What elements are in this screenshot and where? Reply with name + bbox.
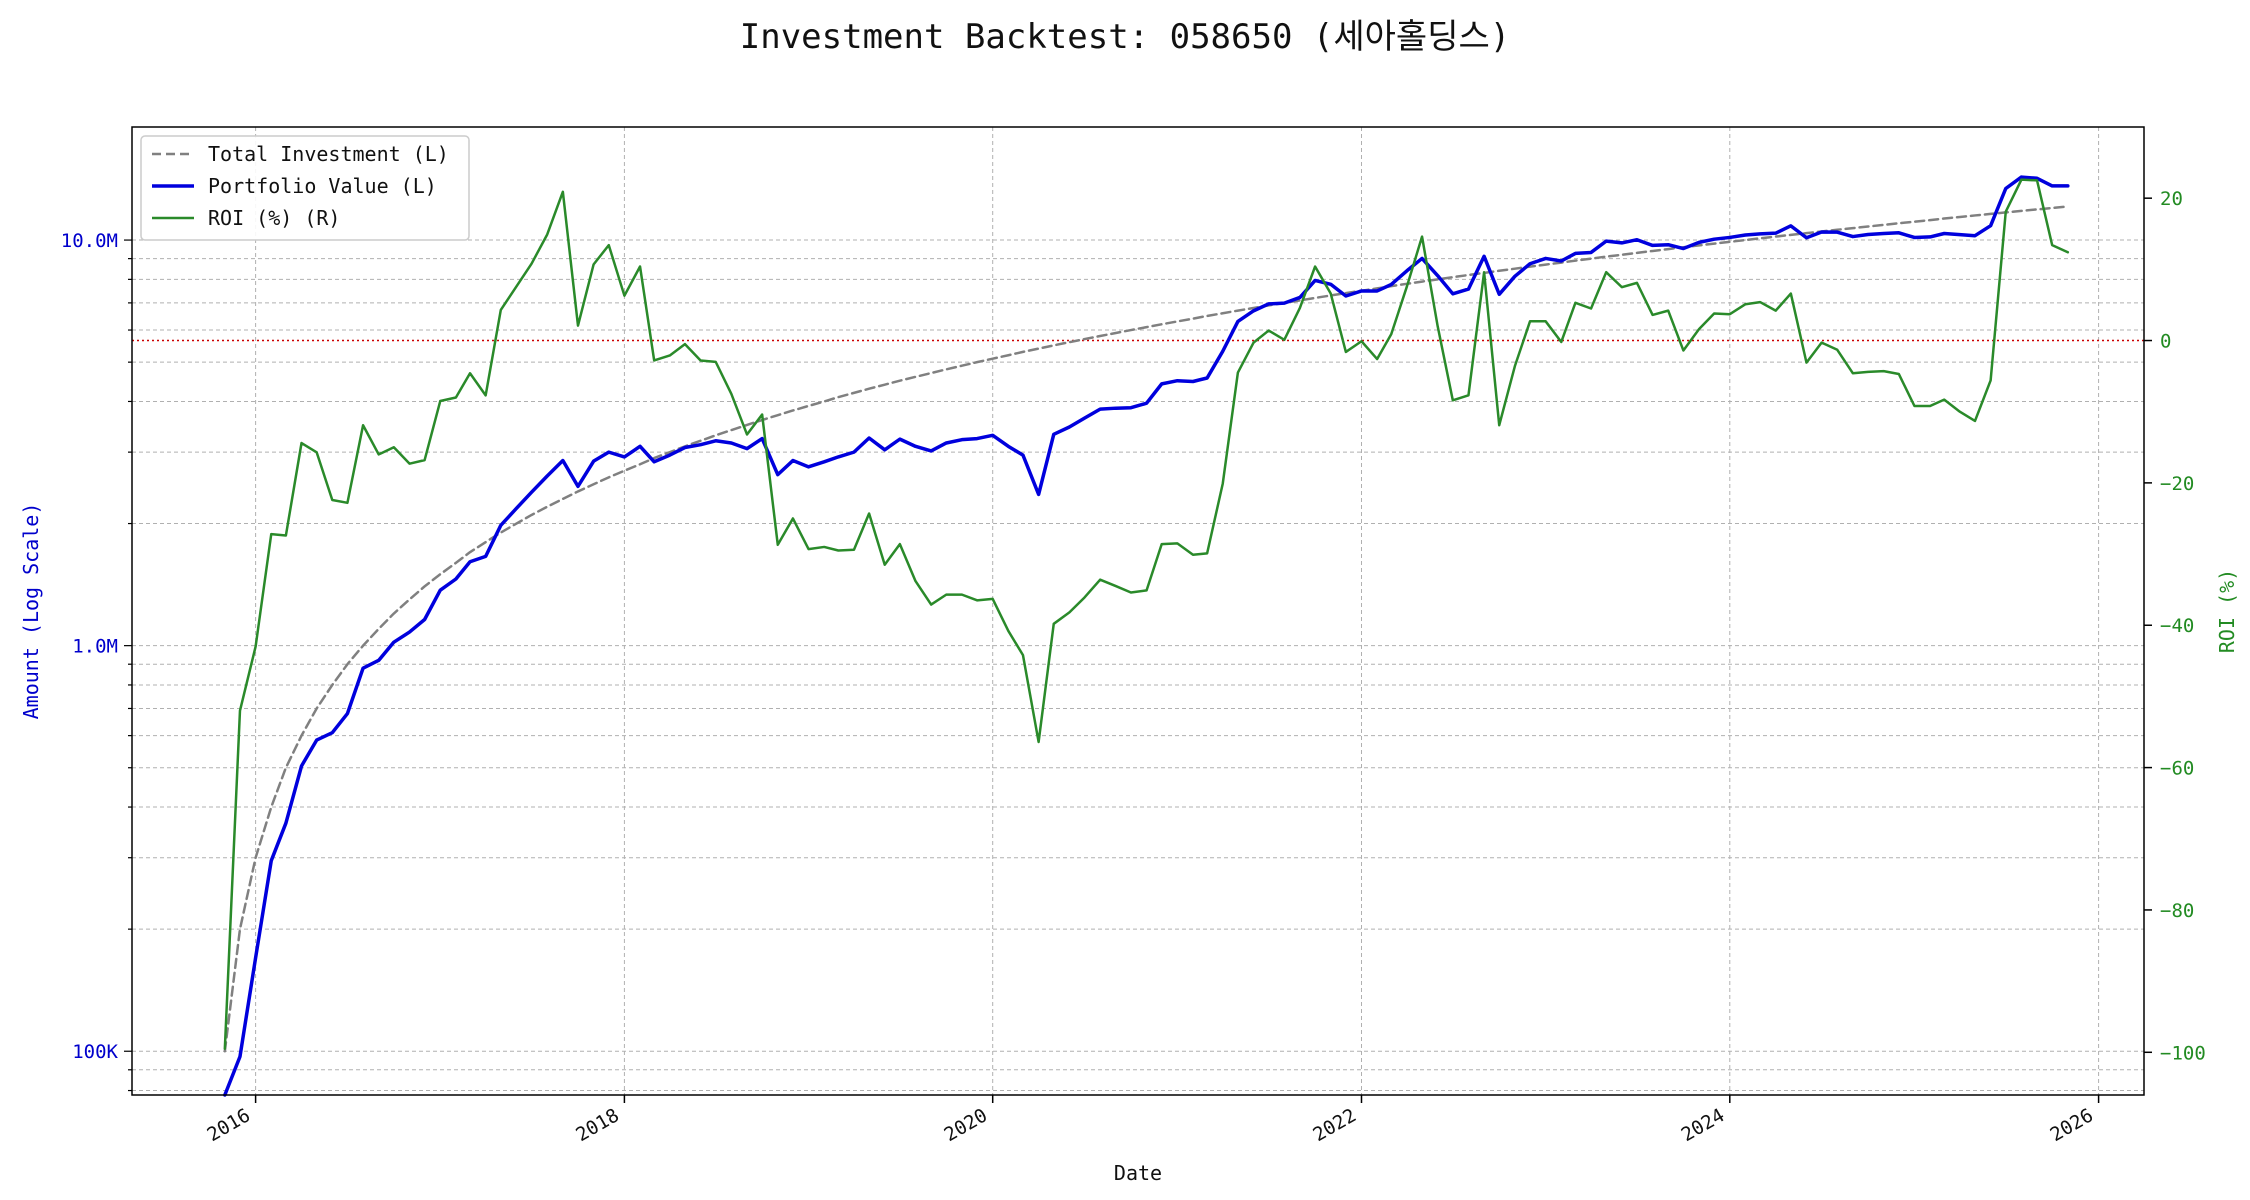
x-tick-label: 2024 (1678, 1104, 1729, 1146)
y-right-tick-label: −80 (2160, 900, 2194, 922)
y-right-tick-label: −20 (2160, 473, 2194, 495)
x-axis-title: Date (1114, 1161, 1162, 1185)
portfolio-value-line (223, 175, 2070, 1097)
legend-label-portfolio: Portfolio Value (L) (208, 174, 437, 198)
roi-line (223, 178, 2070, 1050)
x-tick-label: 2026 (2046, 1104, 2097, 1146)
y-left-tick-label: 10.0M (61, 230, 118, 252)
legend-box (140, 135, 470, 241)
y-right-tick-label: 20 (2160, 188, 2183, 210)
x-tick-label: 2020 (941, 1104, 992, 1146)
y-left-tick-label: 1.0M (72, 636, 118, 658)
plot-frame (131, 126, 2145, 1096)
x-tick-label: 2022 (1309, 1104, 1360, 1146)
series-layer (223, 175, 2070, 1097)
legend-label-investment: Total Investment (L) (208, 142, 449, 166)
y-right-tick-label: −60 (2160, 758, 2194, 780)
y-right-tick-label: −100 (2160, 1042, 2206, 1064)
legend: Total Investment (L) Portfolio Value (L)… (140, 135, 470, 241)
x-tick-label: 2018 (572, 1104, 623, 1146)
x-tick-label: 2016 (203, 1104, 254, 1146)
y-right-tick-label: 0 (2160, 331, 2171, 353)
legend-label-roi: ROI (%) (R) (208, 206, 340, 230)
y-left-tick-label: 100K (72, 1041, 118, 1063)
y-left-axis-title: Amount (Log Scale) (19, 503, 43, 720)
total-investment-line (223, 205, 2070, 1053)
grid-layer (132, 127, 2144, 1095)
axis-layer: 2016 2018 2020 2022 2024 2026 100K 1.0M 10.0M −10… (61, 188, 2206, 1146)
chart-title: Investment Backtest: 058650 (세아홀딩스) (740, 17, 1511, 57)
y-right-tick-label: −40 (2160, 615, 2194, 637)
y-right-axis-title: ROI (%) (2215, 569, 2239, 653)
